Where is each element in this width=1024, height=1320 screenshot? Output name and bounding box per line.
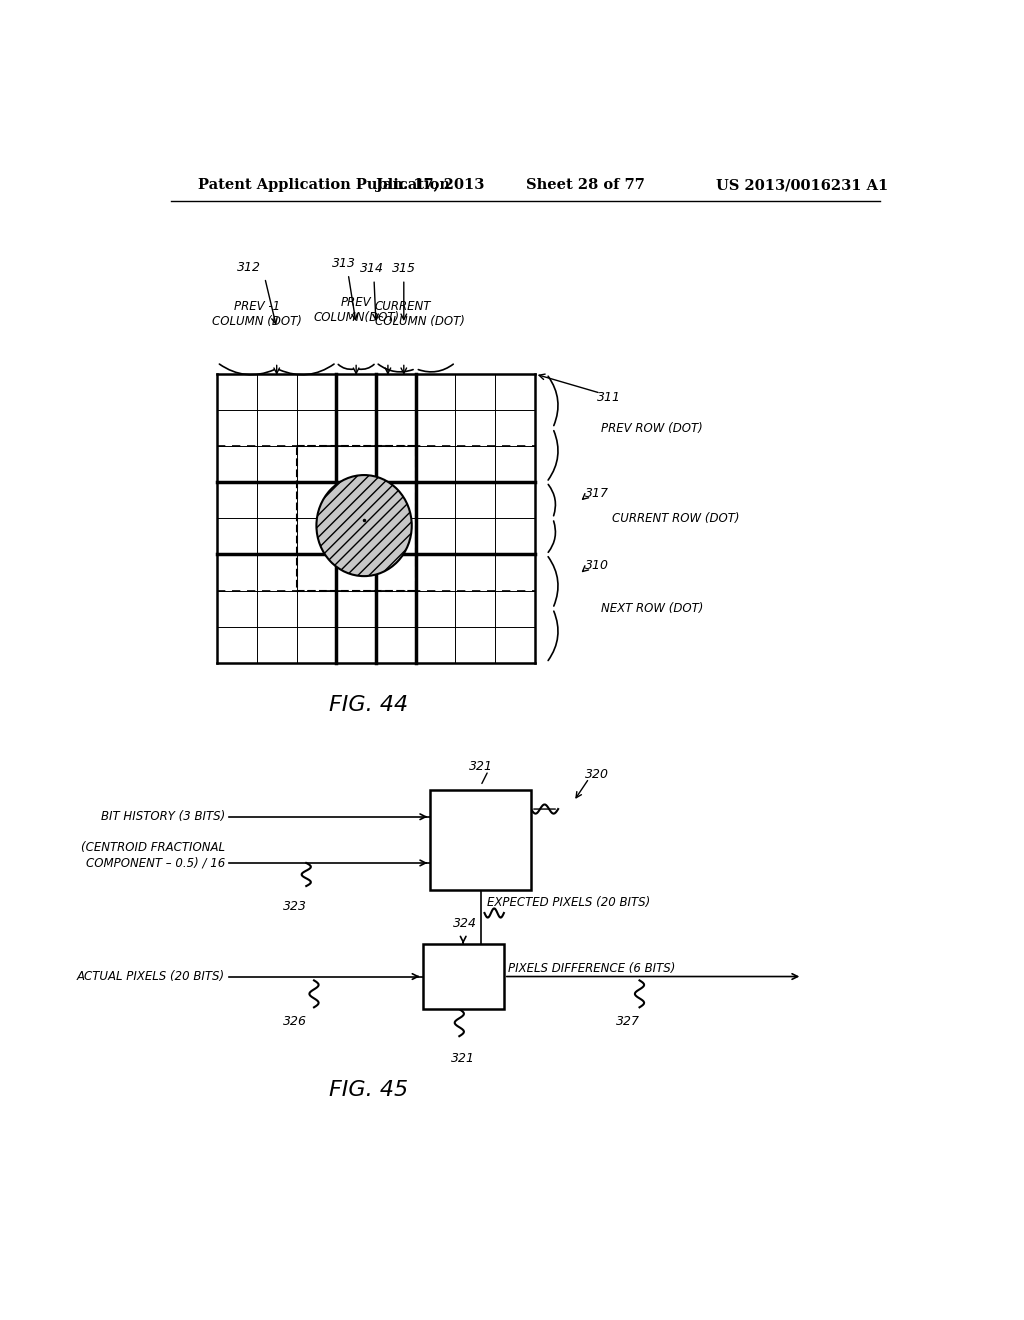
Text: CURRENT ROW (DOT): CURRENT ROW (DOT)	[612, 512, 740, 525]
Text: ACTUAL PIXELS (20 BITS): ACTUAL PIXELS (20 BITS)	[77, 970, 225, 983]
Text: 315: 315	[392, 263, 416, 276]
Text: 310: 310	[586, 558, 609, 572]
Text: 320: 320	[585, 768, 609, 781]
Text: Jan. 17, 2013: Jan. 17, 2013	[376, 178, 484, 193]
Text: 321: 321	[452, 1052, 475, 1065]
Bar	[423, 944, 504, 1010]
Text: Sheet 28 of 77: Sheet 28 of 77	[525, 178, 645, 193]
Text: Patent Application Publication: Patent Application Publication	[198, 178, 450, 193]
Text: PREV ROW (DOT): PREV ROW (DOT)	[601, 421, 702, 434]
Text: 311: 311	[597, 391, 621, 404]
Ellipse shape	[316, 475, 412, 576]
Text: BIT HISTORY (3 BITS): BIT HISTORY (3 BITS)	[100, 810, 225, 824]
Text: CURRENT
COLUMN (DOT): CURRENT COLUMN (DOT)	[375, 300, 465, 327]
Bar	[430, 789, 531, 890]
Text: US 2013/0016231 A1: US 2013/0016231 A1	[716, 178, 889, 193]
Text: 326: 326	[283, 1015, 306, 1028]
Text: 327: 327	[615, 1015, 640, 1028]
Text: PREV
COLUMN(DOT): PREV COLUMN(DOT)	[313, 296, 399, 323]
Text: 321: 321	[469, 760, 493, 774]
Text: 324: 324	[453, 916, 477, 929]
Text: 317: 317	[586, 487, 609, 499]
Text: -, +: -, +	[450, 969, 477, 983]
Text: PREV -1
COLUMN (DOT): PREV -1 COLUMN (DOT)	[212, 300, 302, 327]
Text: 323: 323	[283, 900, 306, 913]
Text: 313: 313	[332, 257, 356, 271]
Text: NEXT ROW (DOT): NEXT ROW (DOT)	[601, 602, 703, 615]
Text: 314: 314	[360, 263, 384, 276]
Text: PIXELS DIFFERENCE (6 BITS): PIXELS DIFFERENCE (6 BITS)	[508, 962, 675, 975]
Text: FIG. 44: FIG. 44	[329, 696, 408, 715]
Text: EXPECTED PIXELS (20 BITS): EXPECTED PIXELS (20 BITS)	[486, 896, 650, 909]
Bar	[297, 446, 416, 590]
Text: (CENTROID FRACTIONAL
COMPONENT – 0.5) / 16: (CENTROID FRACTIONAL COMPONENT – 0.5) / …	[81, 841, 225, 870]
Text: 312: 312	[238, 261, 261, 275]
Text: FIG. 45: FIG. 45	[329, 1080, 408, 1100]
